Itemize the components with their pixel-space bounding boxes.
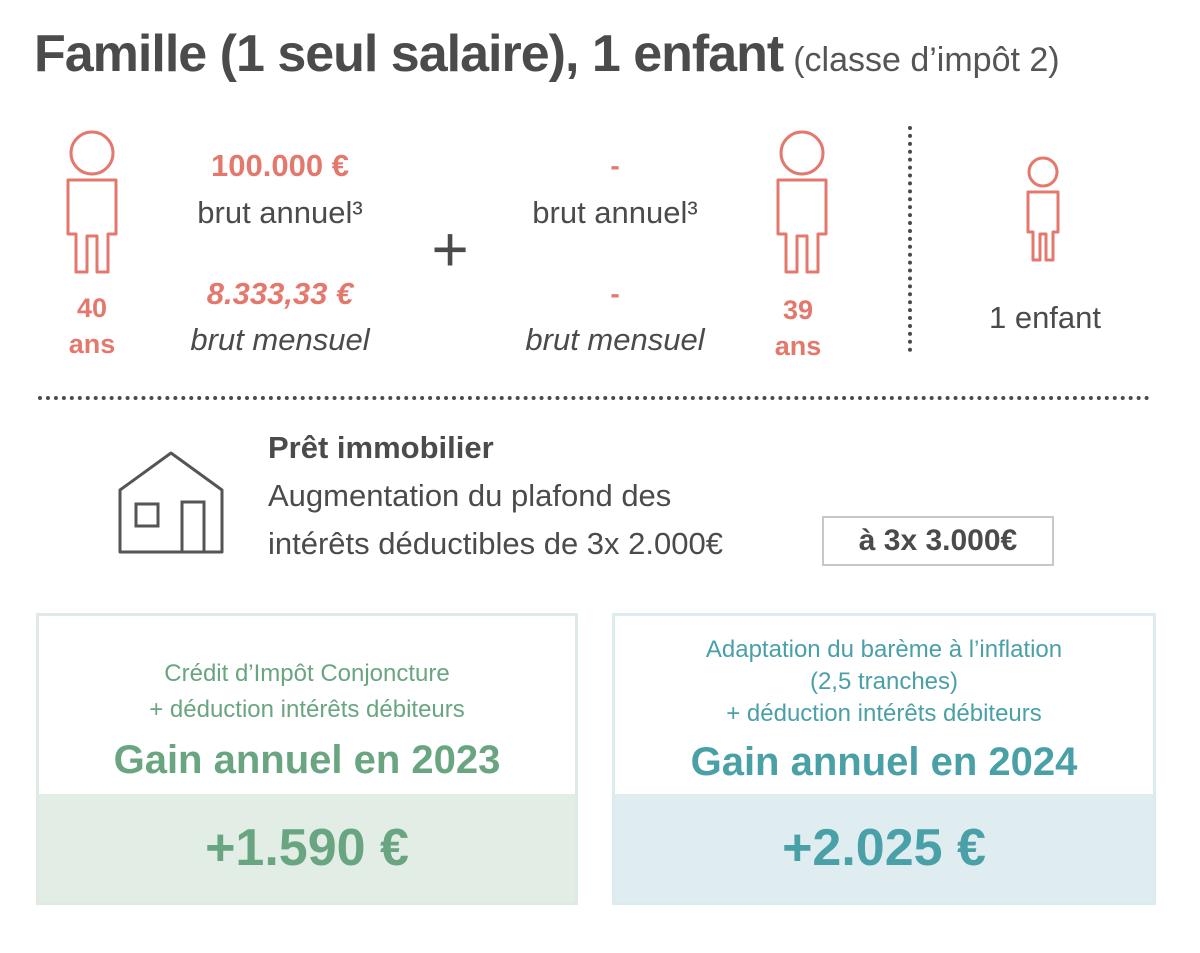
title-main: Famille (1 seul salaire), 1 enfant xyxy=(34,25,784,83)
card-gain-2024: Adaptation du barème à l’inflation (2,5 … xyxy=(612,613,1156,905)
horizontal-divider xyxy=(38,396,1150,400)
adult1-age: 40 ans xyxy=(56,290,128,362)
card-gain-2023: Crédit d’Impôt Conjoncture + déduction i… xyxy=(36,613,578,905)
loan-new-value-box: à 3x 3.000€ xyxy=(822,516,1054,566)
card-2023-sub-2: + déduction intérêts débiteurs xyxy=(149,696,465,723)
vertical-divider xyxy=(908,126,912,352)
loan-line-2: intérêts déductibles de 3x 2.000€ xyxy=(268,526,723,561)
card-2024-sub-1: Adaptation du barème à l’inflation xyxy=(705,636,1063,663)
loan-description: Augmentation du plafond des intérêts déd… xyxy=(268,472,723,568)
card-2023-value-band: +1.590 € xyxy=(39,794,575,902)
adult2-monthly-amount: - xyxy=(610,278,620,309)
adult2-age-number: 39 xyxy=(782,295,814,325)
card-2023-heading: Gain annuel en 2023 xyxy=(113,738,501,782)
card-2024-sub-3: + déduction intérêts débiteurs xyxy=(726,700,1042,727)
adult1-monthly-label: brut mensuel xyxy=(190,322,370,357)
card-2024-value-band: +2.025 € xyxy=(615,794,1153,902)
adult1-age-unit: ans xyxy=(68,329,116,359)
loan-title: Prêt immobilier xyxy=(268,430,494,465)
adult2-annual-label: brut annuel³ xyxy=(532,195,698,230)
adult2-age-unit: ans xyxy=(774,331,822,361)
adult2-monthly-label: brut mensuel xyxy=(525,322,705,357)
card-2024-heading: Gain annuel en 2024 xyxy=(690,740,1078,784)
house-icon xyxy=(118,451,224,554)
plus-sign: + xyxy=(431,213,469,285)
adult2-annual-amount: - xyxy=(610,150,620,181)
child-label: 1 enfant xyxy=(988,300,1102,335)
adult1-age-number: 40 xyxy=(76,293,108,323)
adult1-annual-amount: 100.000 € xyxy=(211,148,349,183)
page-title: Famille (1 seul salaire), 1 enfant (class… xyxy=(34,24,1060,84)
adult-person-icon xyxy=(776,130,828,274)
card-2024-value: +2.025 € xyxy=(782,819,986,877)
title-sub: (classe d’impôt 2) xyxy=(793,41,1060,79)
card-2023-sub-1: Crédit d’Impôt Conjoncture xyxy=(164,660,450,687)
adult1-monthly-amount: 8.333,33 € xyxy=(206,276,354,311)
card-2023-value: +1.590 € xyxy=(205,819,409,877)
child-person-icon xyxy=(1026,156,1060,262)
card-2024-sub-2: (2,5 tranches) xyxy=(809,668,959,695)
adult-person-icon xyxy=(66,130,118,274)
loan-line-1: Augmentation du plafond des xyxy=(268,478,672,513)
adult1-annual-label: brut annuel³ xyxy=(197,195,363,230)
adult2-age: 39 ans xyxy=(762,292,834,364)
